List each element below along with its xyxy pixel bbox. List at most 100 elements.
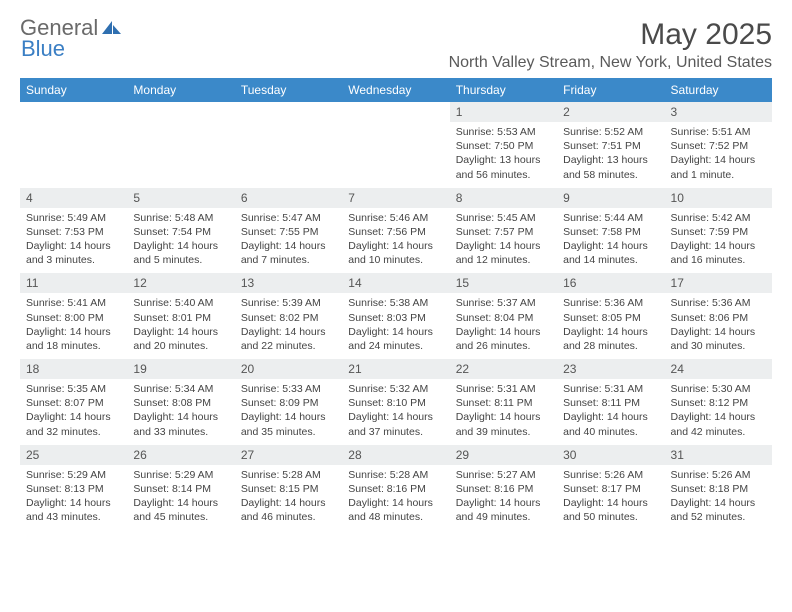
sunset-text: Sunset: 8:13 PM xyxy=(26,482,121,496)
day-number-cell: 28 xyxy=(342,445,449,465)
day-number-cell: 16 xyxy=(557,273,664,293)
sunrise-text: Sunrise: 5:28 AM xyxy=(241,468,336,482)
sunrise-text: Sunrise: 5:31 AM xyxy=(563,382,658,396)
day-details-cell: Sunrise: 5:52 AMSunset: 7:51 PMDaylight:… xyxy=(557,122,664,188)
day-number-cell xyxy=(342,102,449,122)
sunrise-text: Sunrise: 5:29 AM xyxy=(133,468,228,482)
daylight-text: Daylight: 14 hours and 37 minutes. xyxy=(348,410,443,438)
day-details-cell: Sunrise: 5:47 AMSunset: 7:55 PMDaylight:… xyxy=(235,208,342,274)
sunrise-text: Sunrise: 5:29 AM xyxy=(26,468,121,482)
day-details-row: Sunrise: 5:29 AMSunset: 8:13 PMDaylight:… xyxy=(20,465,772,531)
daylight-text: Daylight: 14 hours and 45 minutes. xyxy=(133,496,228,524)
day-details-row: Sunrise: 5:49 AMSunset: 7:53 PMDaylight:… xyxy=(20,208,772,274)
day-details-cell: Sunrise: 5:32 AMSunset: 8:10 PMDaylight:… xyxy=(342,379,449,445)
day-number-cell: 21 xyxy=(342,359,449,379)
sunrise-text: Sunrise: 5:33 AM xyxy=(241,382,336,396)
logo: GeneralBlue xyxy=(20,18,123,60)
sunset-text: Sunset: 8:16 PM xyxy=(456,482,551,496)
day-details-cell: Sunrise: 5:29 AMSunset: 8:14 PMDaylight:… xyxy=(127,465,234,531)
title-block: May 2025 North Valley Stream, New York, … xyxy=(449,18,772,72)
daylight-text: Daylight: 14 hours and 33 minutes. xyxy=(133,410,228,438)
day-number-cell: 5 xyxy=(127,188,234,208)
sunset-text: Sunset: 8:07 PM xyxy=(26,396,121,410)
month-title: May 2025 xyxy=(449,18,772,52)
day-number-cell: 26 xyxy=(127,445,234,465)
day-number-cell: 3 xyxy=(665,102,772,122)
day-details-cell: Sunrise: 5:26 AMSunset: 8:18 PMDaylight:… xyxy=(665,465,772,531)
daylight-text: Daylight: 14 hours and 1 minute. xyxy=(671,153,766,181)
day-details-cell: Sunrise: 5:28 AMSunset: 8:15 PMDaylight:… xyxy=(235,465,342,531)
day-details-row: Sunrise: 5:35 AMSunset: 8:07 PMDaylight:… xyxy=(20,379,772,445)
location-text: North Valley Stream, New York, United St… xyxy=(449,54,772,72)
sunset-text: Sunset: 8:00 PM xyxy=(26,311,121,325)
sunset-text: Sunset: 7:50 PM xyxy=(456,139,551,153)
sunrise-text: Sunrise: 5:52 AM xyxy=(563,125,658,139)
daylight-text: Daylight: 14 hours and 22 minutes. xyxy=(241,325,336,353)
day-details-cell: Sunrise: 5:46 AMSunset: 7:56 PMDaylight:… xyxy=(342,208,449,274)
day-number-cell xyxy=(235,102,342,122)
daylight-text: Daylight: 14 hours and 3 minutes. xyxy=(26,239,121,267)
sunset-text: Sunset: 7:51 PM xyxy=(563,139,658,153)
daylight-text: Daylight: 14 hours and 20 minutes. xyxy=(133,325,228,353)
day-details-cell: Sunrise: 5:35 AMSunset: 8:07 PMDaylight:… xyxy=(20,379,127,445)
sunset-text: Sunset: 8:16 PM xyxy=(348,482,443,496)
sunrise-text: Sunrise: 5:26 AM xyxy=(671,468,766,482)
sunrise-text: Sunrise: 5:53 AM xyxy=(456,125,551,139)
sunset-text: Sunset: 8:08 PM xyxy=(133,396,228,410)
sunset-text: Sunset: 8:12 PM xyxy=(671,396,766,410)
sunrise-text: Sunrise: 5:41 AM xyxy=(26,296,121,310)
day-details-row: Sunrise: 5:53 AMSunset: 7:50 PMDaylight:… xyxy=(20,122,772,188)
day-number-cell: 29 xyxy=(450,445,557,465)
day-number-cell: 13 xyxy=(235,273,342,293)
day-number-cell: 31 xyxy=(665,445,772,465)
sunset-text: Sunset: 7:59 PM xyxy=(671,225,766,239)
day-number-row: 45678910 xyxy=(20,188,772,208)
daylight-text: Daylight: 14 hours and 5 minutes. xyxy=(133,239,228,267)
day-number-cell: 4 xyxy=(20,188,127,208)
day-details-cell xyxy=(235,122,342,188)
day-number-cell: 15 xyxy=(450,273,557,293)
sunrise-text: Sunrise: 5:46 AM xyxy=(348,211,443,225)
weekday-header: Saturday xyxy=(665,78,772,102)
day-number-cell xyxy=(127,102,234,122)
day-number-row: 123 xyxy=(20,102,772,122)
day-details-cell xyxy=(342,122,449,188)
daylight-text: Daylight: 14 hours and 43 minutes. xyxy=(26,496,121,524)
weekday-header: Thursday xyxy=(450,78,557,102)
day-number-cell: 22 xyxy=(450,359,557,379)
logo-text-blue: Blue xyxy=(21,39,123,60)
sunset-text: Sunset: 7:55 PM xyxy=(241,225,336,239)
sunset-text: Sunset: 8:18 PM xyxy=(671,482,766,496)
sunset-text: Sunset: 8:05 PM xyxy=(563,311,658,325)
sunset-text: Sunset: 8:15 PM xyxy=(241,482,336,496)
sunrise-text: Sunrise: 5:31 AM xyxy=(456,382,551,396)
day-number-row: 18192021222324 xyxy=(20,359,772,379)
sunset-text: Sunset: 8:11 PM xyxy=(456,396,551,410)
day-details-cell: Sunrise: 5:31 AMSunset: 8:11 PMDaylight:… xyxy=(557,379,664,445)
day-details-cell xyxy=(127,122,234,188)
sunset-text: Sunset: 7:57 PM xyxy=(456,225,551,239)
day-number-cell: 7 xyxy=(342,188,449,208)
sunrise-text: Sunrise: 5:39 AM xyxy=(241,296,336,310)
weekday-header: Monday xyxy=(127,78,234,102)
day-details-cell: Sunrise: 5:41 AMSunset: 8:00 PMDaylight:… xyxy=(20,293,127,359)
daylight-text: Daylight: 14 hours and 35 minutes. xyxy=(241,410,336,438)
sunrise-text: Sunrise: 5:26 AM xyxy=(563,468,658,482)
day-number-cell xyxy=(20,102,127,122)
daylight-text: Daylight: 14 hours and 16 minutes. xyxy=(671,239,766,267)
day-number-row: 25262728293031 xyxy=(20,445,772,465)
sunrise-text: Sunrise: 5:34 AM xyxy=(133,382,228,396)
day-details-cell: Sunrise: 5:42 AMSunset: 7:59 PMDaylight:… xyxy=(665,208,772,274)
daylight-text: Daylight: 13 hours and 56 minutes. xyxy=(456,153,551,181)
sunrise-text: Sunrise: 5:47 AM xyxy=(241,211,336,225)
day-details-cell: Sunrise: 5:36 AMSunset: 8:06 PMDaylight:… xyxy=(665,293,772,359)
day-number-cell: 23 xyxy=(557,359,664,379)
sunset-text: Sunset: 7:56 PM xyxy=(348,225,443,239)
daylight-text: Daylight: 14 hours and 7 minutes. xyxy=(241,239,336,267)
sunset-text: Sunset: 8:03 PM xyxy=(348,311,443,325)
sunrise-text: Sunrise: 5:28 AM xyxy=(348,468,443,482)
weekday-header: Sunday xyxy=(20,78,127,102)
day-number-cell: 18 xyxy=(20,359,127,379)
day-details-cell: Sunrise: 5:45 AMSunset: 7:57 PMDaylight:… xyxy=(450,208,557,274)
day-number-cell: 25 xyxy=(20,445,127,465)
